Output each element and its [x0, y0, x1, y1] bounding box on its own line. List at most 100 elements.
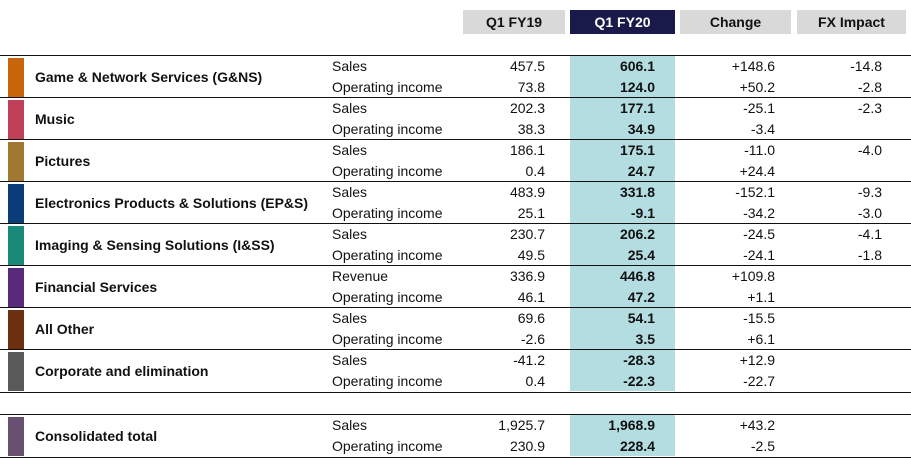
- segment-color-bar: [8, 310, 24, 349]
- table-row: Operating income 0.4 24.7 +24.4: [0, 161, 911, 182]
- cell-fx: -3.0: [857, 205, 882, 221]
- segment-block: Corporate and elimination Sales -41.2 -28.3…: [0, 349, 911, 393]
- cell-q1fy19: 38.3: [517, 121, 545, 137]
- cell-q1fy19: -2.6: [520, 331, 545, 347]
- segment-color-bar: [8, 184, 24, 223]
- cell-q1fy20: 228.4: [619, 438, 655, 454]
- cell-fx: -14.8: [850, 58, 882, 74]
- cell-q1fy19: 46.1: [517, 289, 545, 305]
- cell-q1fy20: 34.9: [627, 121, 655, 137]
- segment-color-bar: [8, 268, 24, 307]
- cell-label: Operating income: [332, 79, 443, 95]
- cell-q1fy19: 186.1: [509, 142, 545, 158]
- cell-q1fy20: 1,968.9: [608, 417, 655, 433]
- segment-color-bar: [8, 142, 24, 181]
- cell-change: +24.4: [739, 163, 775, 179]
- table-row: Sales 457.5 606.1 +148.6 -14.8: [0, 56, 911, 77]
- cell-change: -22.7: [743, 373, 775, 389]
- cell-fx: -2.3: [857, 100, 882, 116]
- segment-block: Imaging & Sensing Solutions (I&SS) Sales 2…: [0, 223, 911, 266]
- segment-color-bar: [8, 100, 24, 139]
- cell-q1fy20: 206.2: [619, 226, 655, 242]
- table-row: Sales 1,925.7 1,968.9 +43.2: [0, 415, 911, 436]
- segment-block: Electronics Products & Solutions (EP&S) S…: [0, 181, 911, 224]
- cell-q1fy19: 457.5: [509, 58, 545, 74]
- table-row: Sales 186.1 175.1 -11.0 -4.0: [0, 140, 911, 161]
- cell-q1fy20: 47.2: [627, 289, 655, 305]
- cell-label: Sales: [332, 226, 368, 242]
- table-row: Operating income 46.1 47.2 +1.1: [0, 287, 911, 308]
- cell-change: +1.1: [747, 289, 775, 305]
- cell-label: Operating income: [332, 247, 443, 263]
- cell-label: Sales: [332, 417, 368, 433]
- cell-q1fy19: 25.1: [517, 205, 545, 221]
- cell-q1fy19: 0.4: [525, 373, 545, 389]
- cell-change: +50.2: [739, 79, 775, 95]
- cell-fx: -4.0: [857, 142, 882, 158]
- cell-change: -2.5: [750, 438, 775, 454]
- cell-label: Sales: [332, 100, 368, 116]
- segment-color-bar: [8, 58, 24, 97]
- cell-q1fy20: -9.1: [630, 205, 655, 221]
- segment-name: Consolidated total: [35, 428, 158, 444]
- segment-name: Pictures: [35, 153, 91, 169]
- segment-block: Game & Network Services (G&NS) Sales 457.5…: [0, 55, 911, 98]
- segment-color-bar: [8, 226, 24, 265]
- cell-label: Operating income: [332, 289, 443, 305]
- cell-change: -11.0: [744, 142, 775, 158]
- cell-q1fy20: 24.7: [627, 163, 655, 179]
- table-row: Operating income 49.5 25.4 -24.1 -1.8: [0, 245, 911, 266]
- table-row: Operating income -2.6 3.5 +6.1: [0, 329, 911, 350]
- cell-q1fy19: 336.9: [509, 268, 545, 284]
- cell-label: Revenue: [332, 268, 389, 284]
- header-change: Change: [680, 10, 791, 34]
- table-row: Sales 69.6 54.1 -15.5: [0, 308, 911, 329]
- cell-q1fy19: -41.2: [513, 352, 545, 368]
- cell-label: Operating income: [332, 373, 443, 389]
- table-row: Revenue 336.9 446.8 +109.8: [0, 266, 911, 287]
- table-row: Operating income 73.8 124.0 +50.2 -2.8: [0, 77, 911, 98]
- cell-change: +148.6: [731, 58, 775, 74]
- table-row: Sales -41.2 -28.3 +12.9: [0, 350, 911, 371]
- header-q1fy20: Q1 FY20: [570, 10, 675, 34]
- cell-label: Sales: [332, 58, 368, 74]
- cell-q1fy20: -28.3: [623, 352, 655, 368]
- cell-change: +43.2: [739, 417, 775, 433]
- segment-color-bar: [8, 417, 24, 456]
- cell-label: Operating income: [332, 163, 443, 179]
- cell-q1fy20: 177.1: [619, 100, 655, 116]
- table-row: Operating income 0.4 -22.3 -22.7: [0, 371, 911, 392]
- table-row: Sales 483.9 331.8 -152.1 -9.3: [0, 182, 911, 203]
- cell-label: Operating income: [332, 331, 443, 347]
- cell-q1fy19: 0.4: [525, 163, 545, 179]
- cell-q1fy19: 230.7: [509, 226, 545, 242]
- cell-change: -152.1: [735, 184, 775, 200]
- cell-label: Operating income: [332, 121, 443, 137]
- segment-name: Financial Services: [35, 279, 158, 295]
- cell-q1fy19: 230.9: [509, 438, 545, 454]
- segment-block: Pictures Sales 186.1 175.1 -11.0 -4.0 Operatin…: [0, 139, 911, 182]
- cell-change: +109.8: [731, 268, 775, 284]
- cell-q1fy20: 175.1: [619, 142, 655, 158]
- cell-change: -34.2: [743, 205, 775, 221]
- cell-label: Sales: [332, 352, 368, 368]
- header-q1fy19: Q1 FY19: [463, 10, 565, 34]
- segment-name: Game & Network Services (G&NS): [35, 69, 263, 85]
- cell-q1fy19: 1,925.7: [498, 417, 545, 433]
- cell-label: Operating income: [332, 205, 443, 221]
- segment-color-bar: [8, 352, 24, 391]
- table-row: Sales 202.3 177.1 -25.1 -2.3: [0, 98, 911, 119]
- cell-q1fy20: 446.8: [619, 268, 655, 284]
- cell-q1fy19: 202.3: [509, 100, 545, 116]
- cell-q1fy20: 54.1: [627, 310, 655, 326]
- cell-label: Sales: [332, 142, 368, 158]
- cell-change: -25.1: [743, 100, 775, 116]
- cell-label: Sales: [332, 184, 368, 200]
- segment-name: Corporate and elimination: [35, 363, 209, 379]
- cell-q1fy19: 483.9: [509, 184, 545, 200]
- cell-fx: -2.8: [857, 79, 882, 95]
- cell-q1fy20: 606.1: [619, 58, 655, 74]
- cell-q1fy20: 124.0: [619, 79, 655, 95]
- cell-q1fy19: 49.5: [517, 247, 545, 263]
- header-fx-impact: FX Impact: [797, 10, 906, 34]
